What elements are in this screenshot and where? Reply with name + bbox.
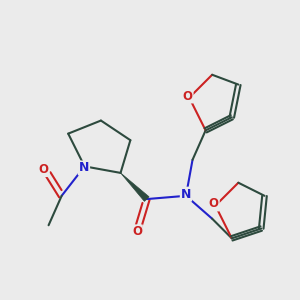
Text: O: O — [39, 163, 49, 176]
Text: O: O — [183, 89, 193, 103]
Text: N: N — [79, 161, 89, 175]
Text: O: O — [209, 197, 219, 211]
Text: O: O — [132, 225, 142, 238]
Polygon shape — [121, 173, 149, 201]
Text: N: N — [181, 188, 191, 201]
